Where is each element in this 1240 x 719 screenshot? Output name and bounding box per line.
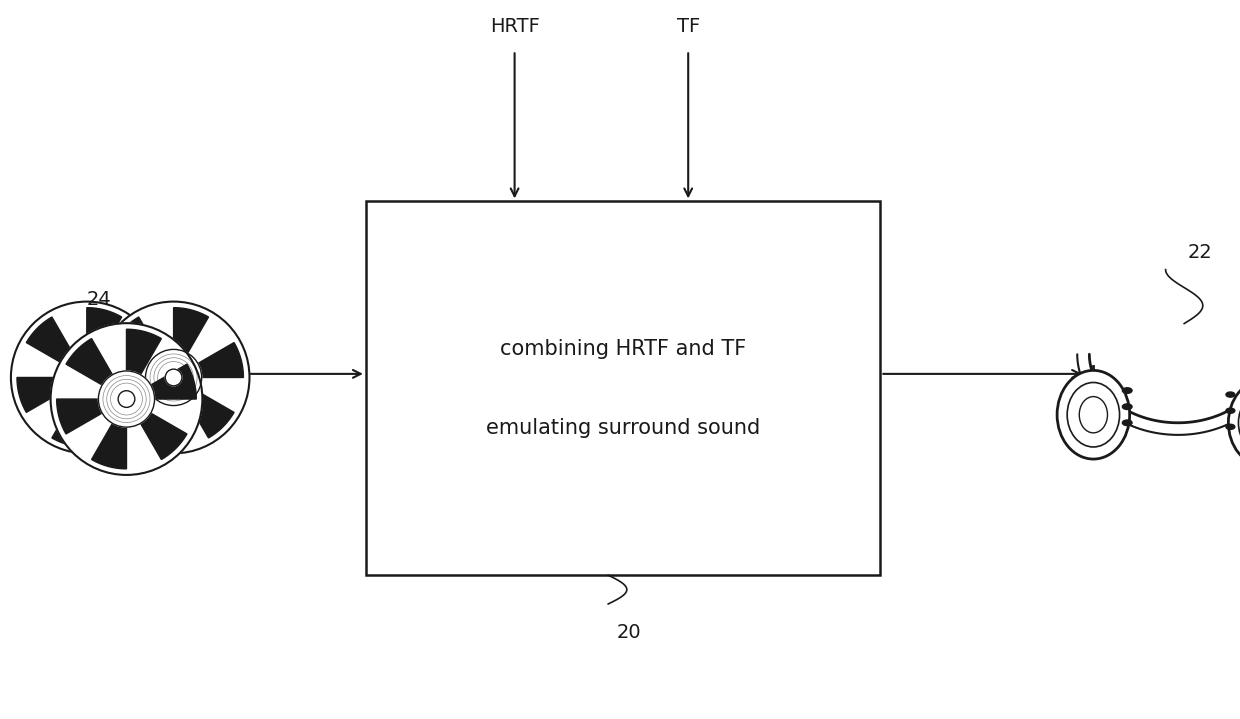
Text: combining HRTF and TF: combining HRTF and TF (500, 339, 746, 359)
Circle shape (1122, 420, 1132, 426)
Polygon shape (17, 377, 62, 413)
Polygon shape (92, 423, 126, 469)
Polygon shape (104, 377, 149, 413)
Text: 22: 22 (1188, 244, 1213, 262)
Ellipse shape (98, 301, 249, 454)
Polygon shape (198, 342, 243, 377)
Polygon shape (26, 317, 73, 363)
Ellipse shape (1068, 383, 1120, 447)
Polygon shape (112, 342, 156, 377)
Text: 20: 20 (618, 623, 641, 642)
Text: 24: 24 (87, 290, 112, 309)
Polygon shape (187, 392, 234, 438)
Polygon shape (174, 308, 208, 353)
Polygon shape (87, 308, 122, 353)
Ellipse shape (1229, 380, 1240, 465)
Polygon shape (151, 364, 196, 399)
Circle shape (1226, 408, 1235, 413)
Ellipse shape (165, 369, 182, 386)
Circle shape (1226, 424, 1235, 429)
Text: emulating surround sound: emulating surround sound (486, 418, 760, 438)
Ellipse shape (1079, 397, 1107, 433)
Circle shape (1226, 392, 1235, 397)
Ellipse shape (98, 371, 155, 427)
Ellipse shape (11, 301, 162, 454)
Ellipse shape (1239, 393, 1240, 453)
Polygon shape (140, 413, 187, 459)
Ellipse shape (78, 369, 95, 386)
Polygon shape (57, 399, 102, 434)
Ellipse shape (51, 323, 202, 475)
Polygon shape (52, 402, 87, 447)
Polygon shape (100, 392, 148, 438)
Bar (366, 201, 880, 575)
Polygon shape (126, 329, 161, 375)
Polygon shape (139, 402, 174, 447)
Ellipse shape (58, 349, 115, 406)
Circle shape (1122, 404, 1132, 410)
Text: TF: TF (677, 17, 699, 36)
Polygon shape (113, 317, 160, 363)
Circle shape (1122, 388, 1132, 393)
Polygon shape (66, 339, 113, 385)
Ellipse shape (1056, 370, 1130, 459)
Ellipse shape (145, 349, 202, 406)
Text: HRTF: HRTF (490, 17, 539, 36)
Ellipse shape (118, 390, 135, 408)
